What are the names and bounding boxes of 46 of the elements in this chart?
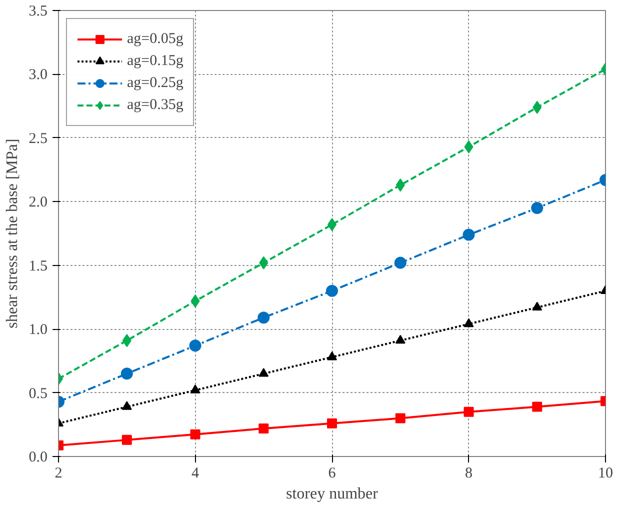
y-tick-label: 1.0 [28, 322, 48, 338]
legend-label: ag=0.05g [127, 30, 184, 48]
point [189, 340, 202, 352]
point [190, 429, 200, 440]
point [122, 334, 132, 348]
y-tick-label: 3.0 [28, 67, 48, 84]
point [462, 228, 475, 241]
y-tick-label: 0.0 [28, 450, 48, 466]
point [120, 368, 133, 380]
point [122, 434, 132, 445]
point [258, 423, 269, 434]
point [326, 284, 338, 297]
x-tick-label: 4 [192, 466, 200, 482]
point [396, 178, 405, 192]
y-axis-title: shear stress at the base [MPa] [4, 138, 21, 328]
point [531, 202, 544, 214]
y-tick-label: 2.0 [28, 194, 48, 211]
point [395, 413, 406, 424]
point [394, 256, 406, 269]
point [464, 318, 474, 328]
legend-label: ag=0.15g [127, 52, 184, 70]
x-tick-label: 10 [598, 466, 613, 482]
point [532, 302, 542, 311]
point [190, 384, 200, 394]
point [327, 351, 337, 360]
point [327, 418, 337, 428]
point [464, 406, 474, 417]
point [259, 256, 268, 270]
y-tick-label: 3.5 [28, 4, 48, 20]
point [464, 140, 474, 154]
y-tick-label: 2.5 [28, 130, 48, 147]
x-tick-label: 2 [54, 466, 62, 482]
x-tick-label: 8 [465, 466, 472, 482]
y-tick-label: 1.5 [28, 258, 48, 274]
point [395, 334, 406, 344]
y-tick-label: 0.5 [28, 386, 48, 402]
point [532, 100, 542, 114]
point [122, 401, 132, 410]
x-axis-title: storey number [286, 486, 379, 502]
point [532, 402, 542, 412]
x-tick-label: 6 [328, 466, 336, 482]
point [258, 312, 270, 324]
point [258, 368, 269, 377]
legend-label: ag=0.25g [127, 74, 184, 92]
legend-label: ag=0.35g [127, 96, 184, 114]
point [190, 294, 200, 308]
